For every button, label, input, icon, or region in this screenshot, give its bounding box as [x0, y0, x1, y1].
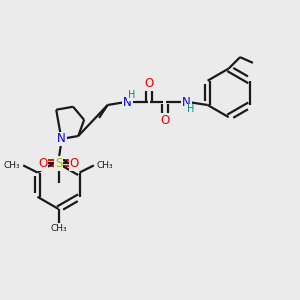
Text: O: O — [160, 114, 170, 127]
Text: H: H — [187, 104, 194, 114]
Text: N: N — [182, 96, 190, 109]
Text: CH₃: CH₃ — [4, 161, 20, 170]
Text: CH₃: CH₃ — [97, 161, 113, 170]
Text: CH₃: CH₃ — [50, 224, 67, 232]
Text: H: H — [128, 90, 136, 100]
Text: O: O — [38, 157, 47, 170]
Text: O: O — [70, 157, 79, 170]
Text: N: N — [123, 96, 132, 109]
Text: S: S — [55, 157, 62, 170]
Text: N: N — [57, 133, 66, 146]
Text: O: O — [144, 77, 154, 90]
